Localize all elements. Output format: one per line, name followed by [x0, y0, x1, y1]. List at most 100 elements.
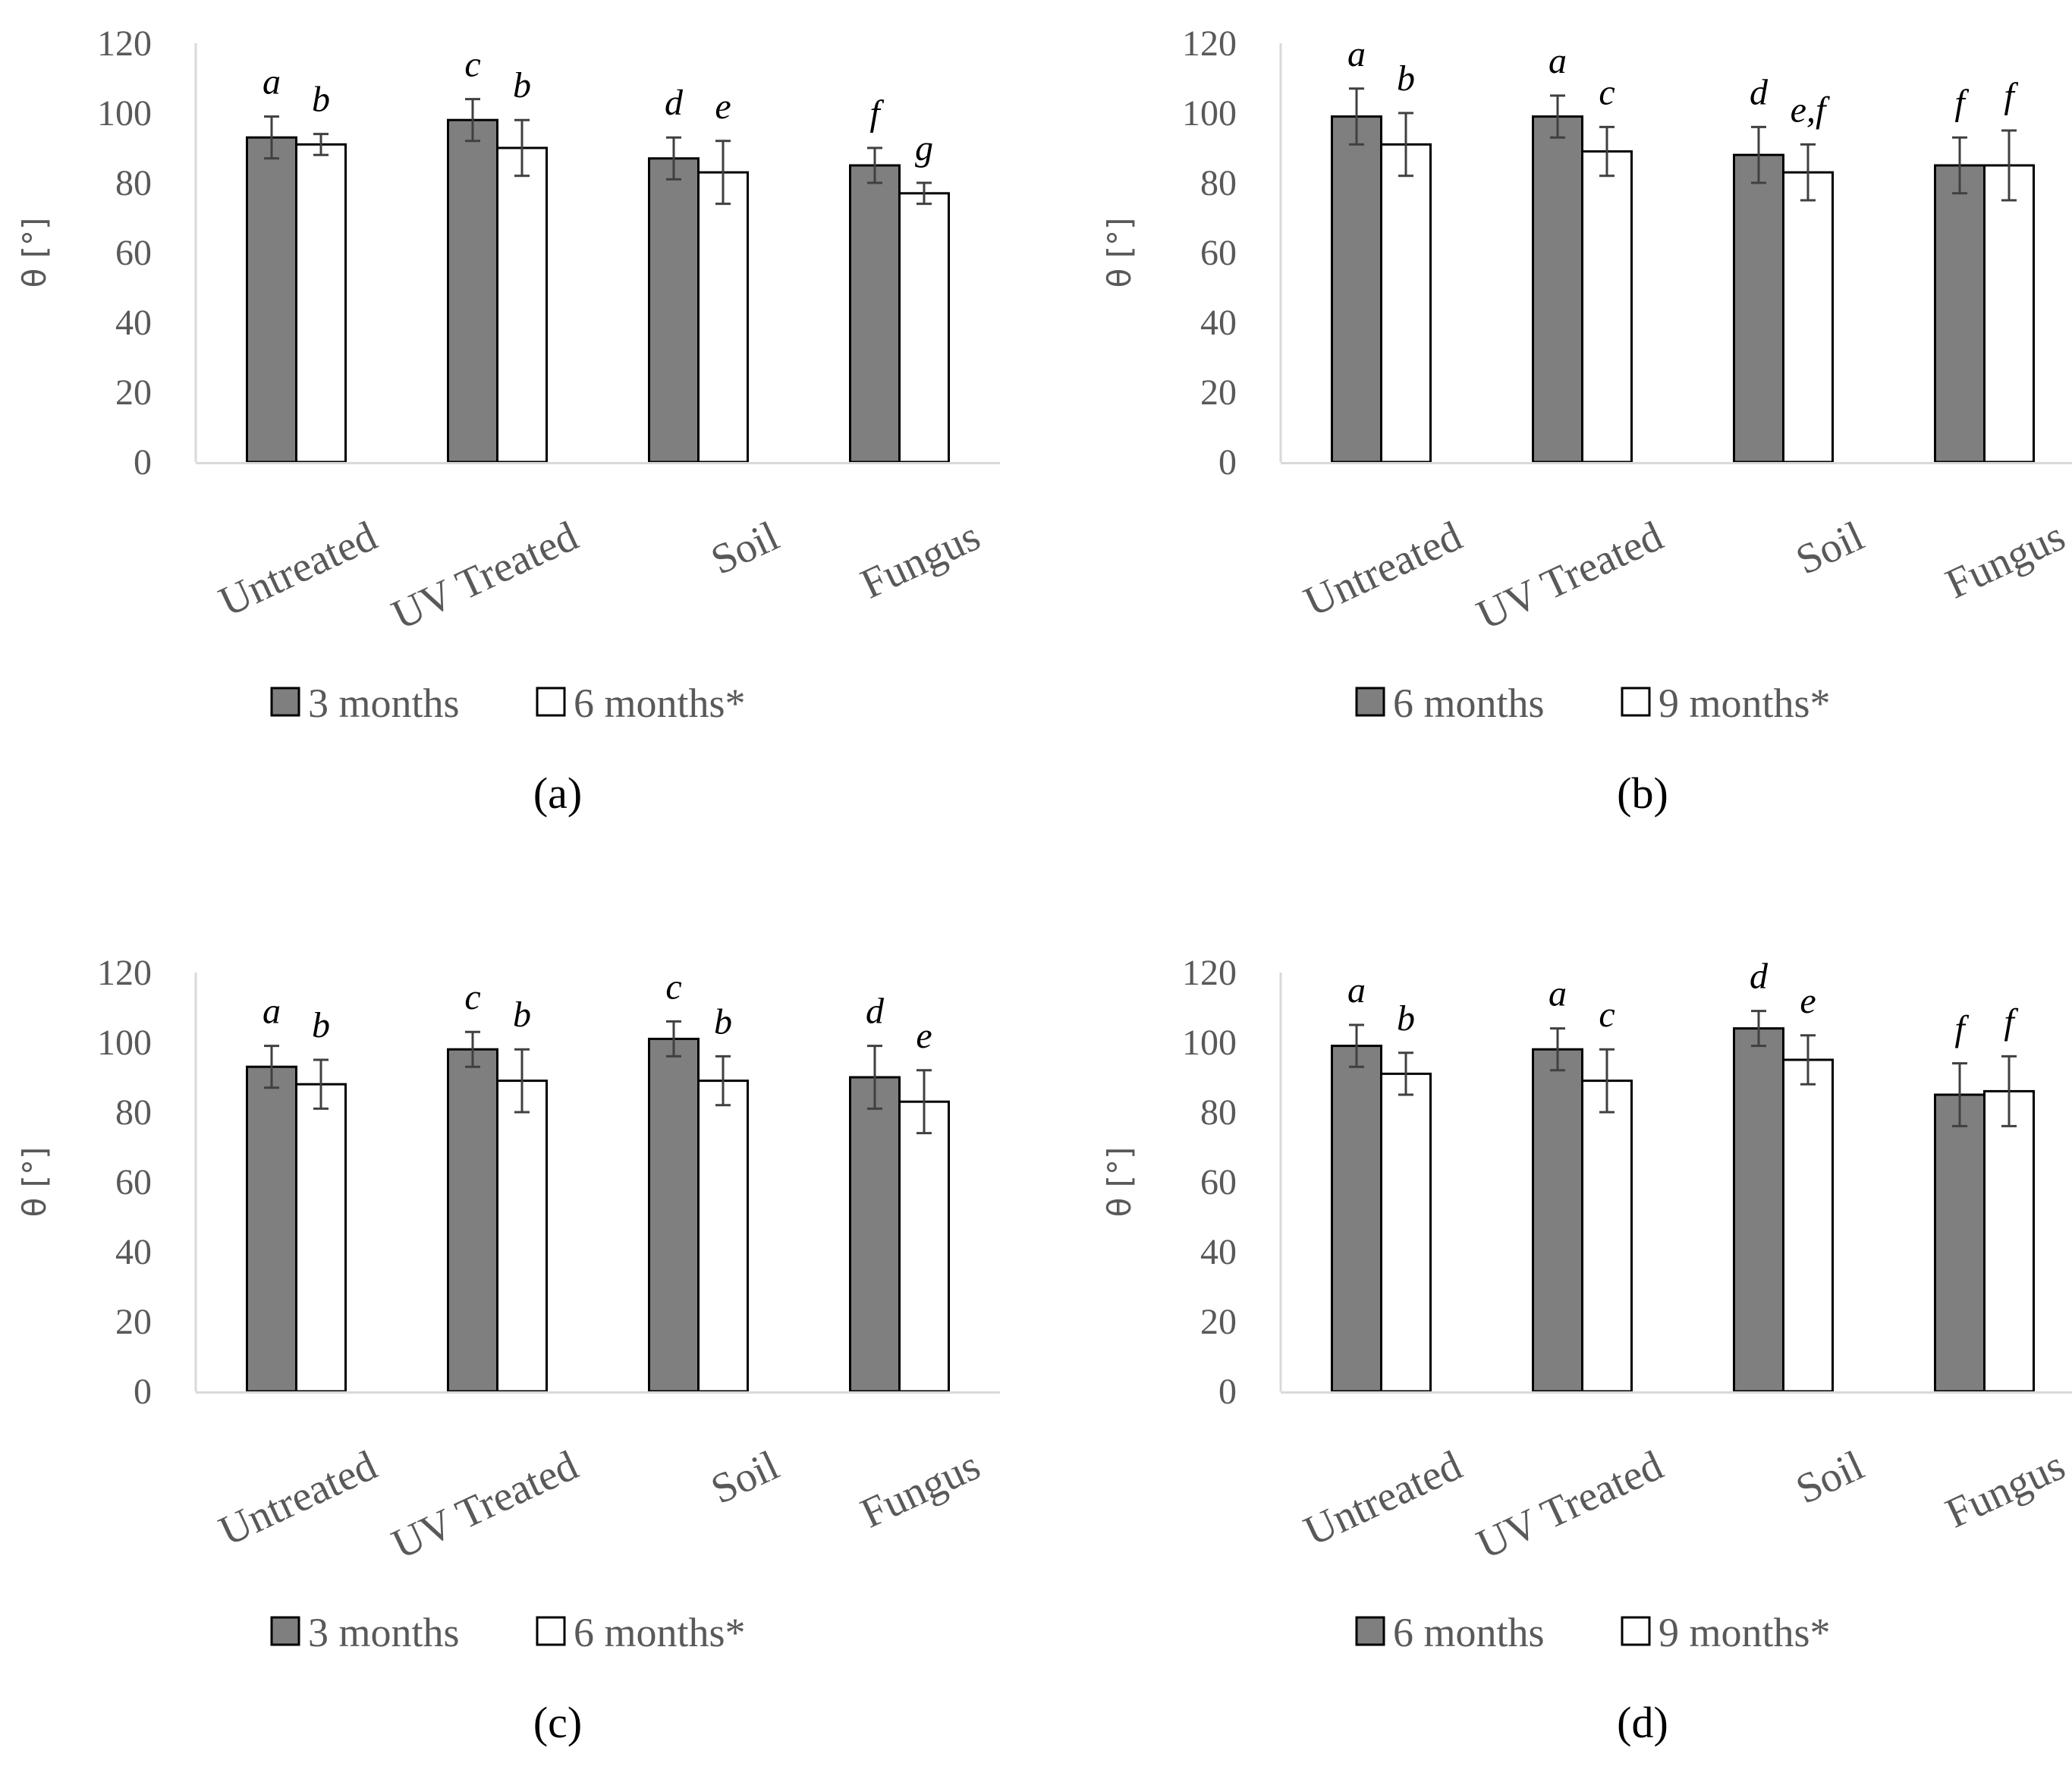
significance-letter: a — [263, 992, 281, 1032]
x-category-label: UV Treated — [1470, 1442, 1670, 1569]
legend-label-1: 9 months* — [1659, 680, 1831, 726]
y-tick-label: 20 — [115, 372, 152, 413]
legend: 6 months 9 months* — [1355, 1610, 1831, 1655]
significance-letter: a — [1347, 970, 1366, 1011]
bar-dark-uv-treated — [447, 118, 498, 464]
legend-label-0: 3 months — [308, 680, 460, 726]
y-tick-label: 20 — [1200, 1302, 1237, 1342]
x-category-label: Untreated — [1297, 1442, 1469, 1555]
significance-letter: b — [513, 995, 531, 1035]
bar-dark-soil — [1733, 1027, 1784, 1393]
bar-light-untreated — [295, 143, 347, 464]
y-tick-label: 120 — [97, 953, 152, 993]
panel-caption: (a) — [533, 768, 582, 818]
bar-light-soil — [697, 1080, 749, 1393]
significance-letter: f — [2004, 1001, 2018, 1042]
x-category-label: UV Treated — [385, 513, 585, 640]
significance-letter: f — [1954, 83, 1969, 123]
y-axis-label: θ [°] — [1101, 1147, 1138, 1218]
bar-light-untreated — [1380, 1072, 1432, 1393]
significance-letter: b — [513, 65, 531, 105]
significance-letter: b — [714, 1001, 732, 1042]
x-category-label: Soil — [1789, 1442, 1871, 1513]
legend-label-1: 6 months* — [574, 680, 746, 726]
bar-light-untreated — [295, 1083, 347, 1393]
x-category-label: Fungus — [1938, 1442, 2072, 1538]
y-tick-label: 120 — [1182, 953, 1237, 993]
significance-letter: a — [1548, 41, 1567, 81]
bar-light-uv-treated — [496, 146, 548, 464]
y-tick-label: 0 — [134, 1372, 152, 1412]
significance-letter: f — [869, 93, 884, 134]
bar-dark-uv-treated — [1532, 1048, 1583, 1393]
significance-letter: d — [665, 83, 684, 123]
y-tick-label: 0 — [134, 442, 152, 482]
significance-letter: g — [915, 128, 933, 168]
y-tick-label: 40 — [115, 303, 152, 343]
y-tick-label: 80 — [1200, 1092, 1237, 1133]
x-category-label: Soil — [704, 1442, 786, 1513]
bar-light-fungus — [898, 192, 950, 464]
y-tick-label: 40 — [1200, 1232, 1237, 1272]
x-category-label: Untreated — [212, 513, 384, 626]
bar-dark-untreated — [246, 1065, 297, 1393]
y-tick-label: 0 — [1218, 1372, 1237, 1412]
y-tick-label: 120 — [1182, 24, 1237, 64]
bar-dark-fungus — [849, 164, 901, 464]
legend-label-0: 3 months — [308, 1610, 460, 1655]
legend: 3 months 6 months* — [270, 680, 746, 726]
x-category-label: Soil — [1789, 513, 1871, 584]
significance-letter: c — [1599, 72, 1615, 112]
bar-light-soil — [1782, 1058, 1834, 1393]
legend-swatch-1 — [536, 687, 566, 717]
bar-dark-untreated — [1331, 115, 1382, 464]
legend: 6 months 9 months* — [1355, 680, 1831, 726]
bar-dark-soil — [1733, 153, 1784, 464]
significance-letter: a — [263, 62, 281, 102]
bar-light-untreated — [1380, 143, 1432, 464]
significance-letter: c — [1599, 995, 1615, 1035]
legend-swatch-1 — [536, 1616, 566, 1646]
legend-label-1: 9 months* — [1659, 1610, 1831, 1655]
bar-dark-soil — [648, 157, 700, 464]
significance-letter: a — [1548, 974, 1567, 1014]
x-category-label: Untreated — [1297, 513, 1469, 626]
bar-light-uv-treated — [496, 1080, 548, 1393]
y-tick-label: 0 — [1218, 442, 1237, 482]
bar-dark-fungus — [1934, 1093, 1986, 1393]
panel-caption: (c) — [533, 1698, 582, 1747]
bar-dark-uv-treated — [447, 1048, 498, 1393]
panel-caption: (b) — [1617, 768, 1668, 818]
x-category-label: Fungus — [854, 513, 987, 608]
y-tick-label: 80 — [1200, 163, 1237, 203]
y-axis-label: θ [°] — [16, 218, 53, 288]
bar-dark-untreated — [1331, 1045, 1382, 1393]
x-category-label: UV Treated — [385, 1442, 585, 1569]
significance-letter: f — [2004, 76, 2018, 116]
significance-letter: c — [464, 45, 480, 85]
y-tick-label: 80 — [115, 163, 152, 203]
y-axis-label: θ [°] — [1101, 218, 1138, 288]
bar-dark-fungus — [1934, 164, 1986, 464]
significance-letter: e — [916, 1016, 932, 1056]
y-tick-label: 100 — [97, 93, 152, 134]
x-category-label: UV Treated — [1470, 513, 1670, 640]
bar-dark-fungus — [849, 1076, 901, 1393]
bar-light-fungus — [1983, 1089, 2035, 1393]
significance-letter: e — [1800, 981, 1816, 1021]
bar-light-fungus — [898, 1100, 950, 1393]
significance-letter: d — [866, 992, 885, 1032]
bar-light-uv-treated — [1581, 1080, 1633, 1393]
legend-label-0: 6 months — [1393, 680, 1545, 726]
y-tick-label: 100 — [1182, 1023, 1237, 1063]
bar-dark-uv-treated — [1532, 115, 1583, 464]
x-category-label: Untreated — [212, 1442, 384, 1555]
bar-dark-soil — [648, 1037, 700, 1393]
bar-light-fungus — [1983, 164, 2035, 464]
legend-swatch-1 — [1621, 687, 1651, 717]
significance-letter: d — [1750, 957, 1769, 997]
